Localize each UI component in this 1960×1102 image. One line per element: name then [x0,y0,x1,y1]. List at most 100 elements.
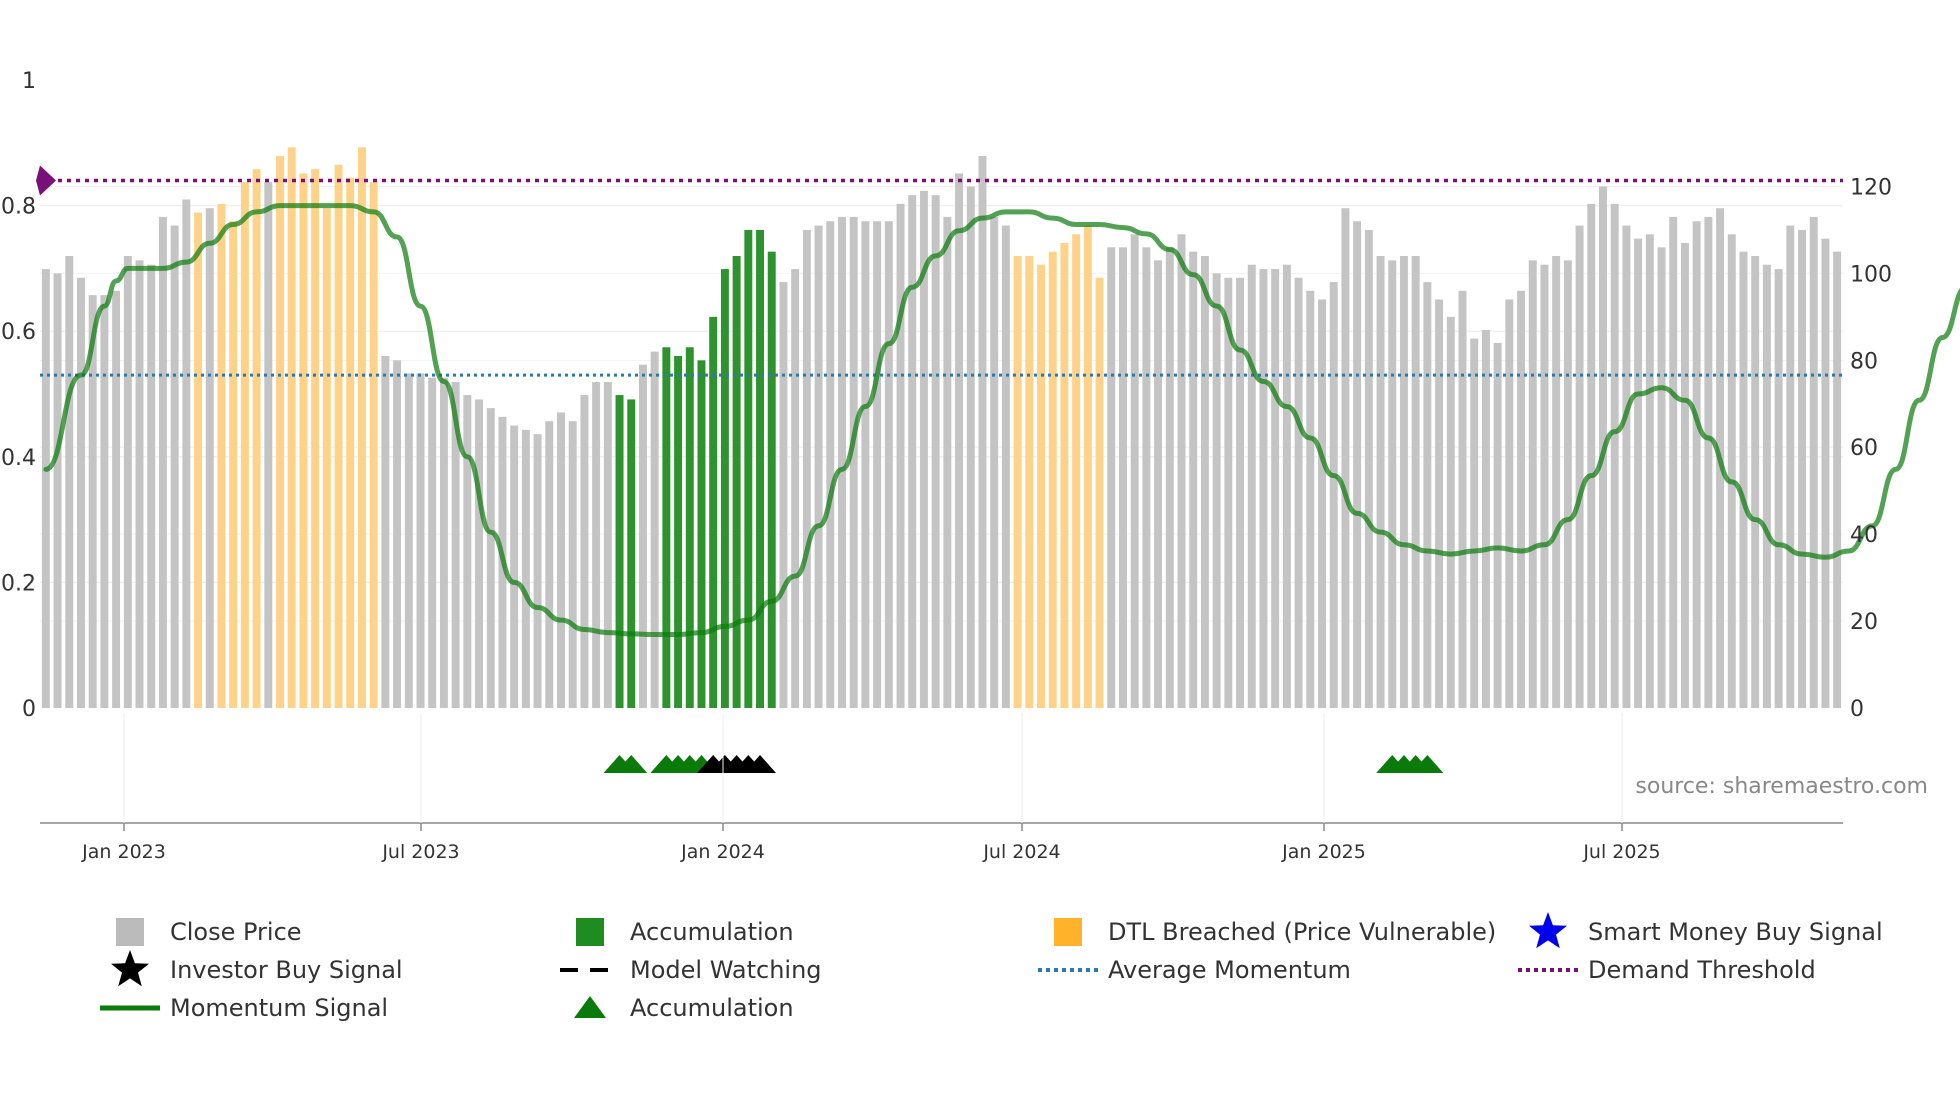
accumulation-bar [732,256,741,708]
close-price-bar [1470,338,1479,708]
legend: Close Price Accumulation DTL Breached (Pri… [100,912,1883,1022]
dtl-breached-bar [1095,277,1104,708]
close-price-bar [966,186,975,708]
dtl-breached-bar [357,147,366,708]
right-tick-label: 80 [1850,349,1878,374]
left-tick-label: 0.4 [1,446,36,471]
close-price-bar [182,199,191,708]
dtl-breached-bar [299,173,308,708]
close-price-bar [568,421,577,708]
dtl-breached-bar [1025,256,1034,708]
left-tick-label: 0 [22,697,36,722]
close-price-bar [1154,260,1163,708]
close-price-bar [393,360,402,708]
close-price-bar [428,377,437,708]
close-price-bar [404,373,413,708]
close-price-bar [1446,316,1455,708]
close-price-bar [135,260,144,708]
close-price-bar [1200,256,1209,708]
close-price-bar [112,290,121,708]
close-price-bar [826,221,835,709]
left-tick-label: 0.8 [1,195,36,220]
close-price-bar [1142,247,1151,709]
close-price-bar [76,277,85,708]
legend-label: Close Price [170,918,302,946]
close-price-bar [88,295,97,708]
close-price-bar [416,373,425,708]
close-price-bar [533,434,542,708]
legend-label: Accumulation [630,918,794,946]
close-price-bar [1329,282,1338,708]
right-tick-label: 40 [1850,523,1878,548]
close-price-bar [557,412,565,708]
close-price-bar [158,216,167,708]
date-tick-label: Jul 2024 [982,841,1060,863]
close-price-bar [205,208,214,708]
close-price-bar [1247,264,1256,708]
legend-label: DTL Breached (Price Vulnerable) [1108,918,1496,946]
momentum-signal-line [43,203,1960,638]
dtl-breached-bar [1060,242,1069,709]
left-axis: 0 0.2 0.4 0.6 0.8 1 [1,69,36,722]
close-price-bar [1318,299,1326,708]
close-price-bar [1634,238,1643,708]
close-price-bar [580,395,589,708]
dtl-breached-bar [1048,251,1057,708]
close-price-bar [1107,247,1116,709]
dtl-breached-bar [369,182,378,709]
reference-lines [36,165,1843,377]
close-price-bar [170,225,179,709]
right-tick-label: 20 [1850,610,1878,635]
accumulation-bar [744,229,753,708]
legend-label: Model Watching [630,956,822,984]
close-price-bar [1306,290,1315,708]
date-tick-label: Jan 2023 [81,841,166,863]
close-price-bar [1423,282,1432,708]
accumulation-bar [756,229,765,708]
close-price-bar [439,377,448,708]
close-price-bar [990,216,999,708]
close-price-bar [1411,256,1420,708]
close-price-bar [978,156,987,708]
close-price-bar [1762,264,1771,708]
dtl-breached-bar [217,203,226,709]
dtl-breached-bar [1037,264,1045,708]
close-price-bar [1212,273,1221,708]
close-price-bar [873,221,882,709]
legend-label: Investor Buy Signal [170,956,403,984]
close-price-bar [838,216,846,708]
close-price-bar [1130,234,1139,708]
close-price-bar [1833,251,1842,708]
close-price-bar [802,229,811,708]
close-price-bar [1282,264,1291,708]
accumulation-bar [767,251,776,708]
dtl-breached-bar [240,182,249,709]
close-price-bar [1481,329,1490,708]
legend-label: Momentum Signal [170,994,388,1022]
close-price-bar [65,256,74,708]
close-price-bar [1271,269,1280,708]
close-price-bar [1739,251,1748,708]
accumulation-bar [720,269,729,708]
close-price-bar [510,425,519,708]
dtl-breached-bar [322,208,331,708]
accumulation-bar [627,399,636,708]
close-price-bar [1118,247,1127,709]
close-price-bar [1540,264,1549,708]
close-price-bar [1517,290,1526,708]
close-price-bar [603,382,612,708]
dtl-breached-bar [346,177,355,708]
dtl-breached-bar [1013,256,1022,708]
close-price-bar [1552,256,1561,708]
dtl-breached-bar [311,169,320,708]
legend-star-icon [1529,912,1567,949]
close-price-bar [1376,256,1385,708]
close-price-bar [100,295,109,708]
signal-markers [603,755,1444,773]
close-price-bar [521,429,530,708]
close-price-bar [638,364,647,708]
dtl-breached-bar [334,164,343,708]
dtl-breached-bar [1072,234,1081,708]
close-price-bar [1692,221,1701,709]
dtl-breached-bar [194,212,203,708]
